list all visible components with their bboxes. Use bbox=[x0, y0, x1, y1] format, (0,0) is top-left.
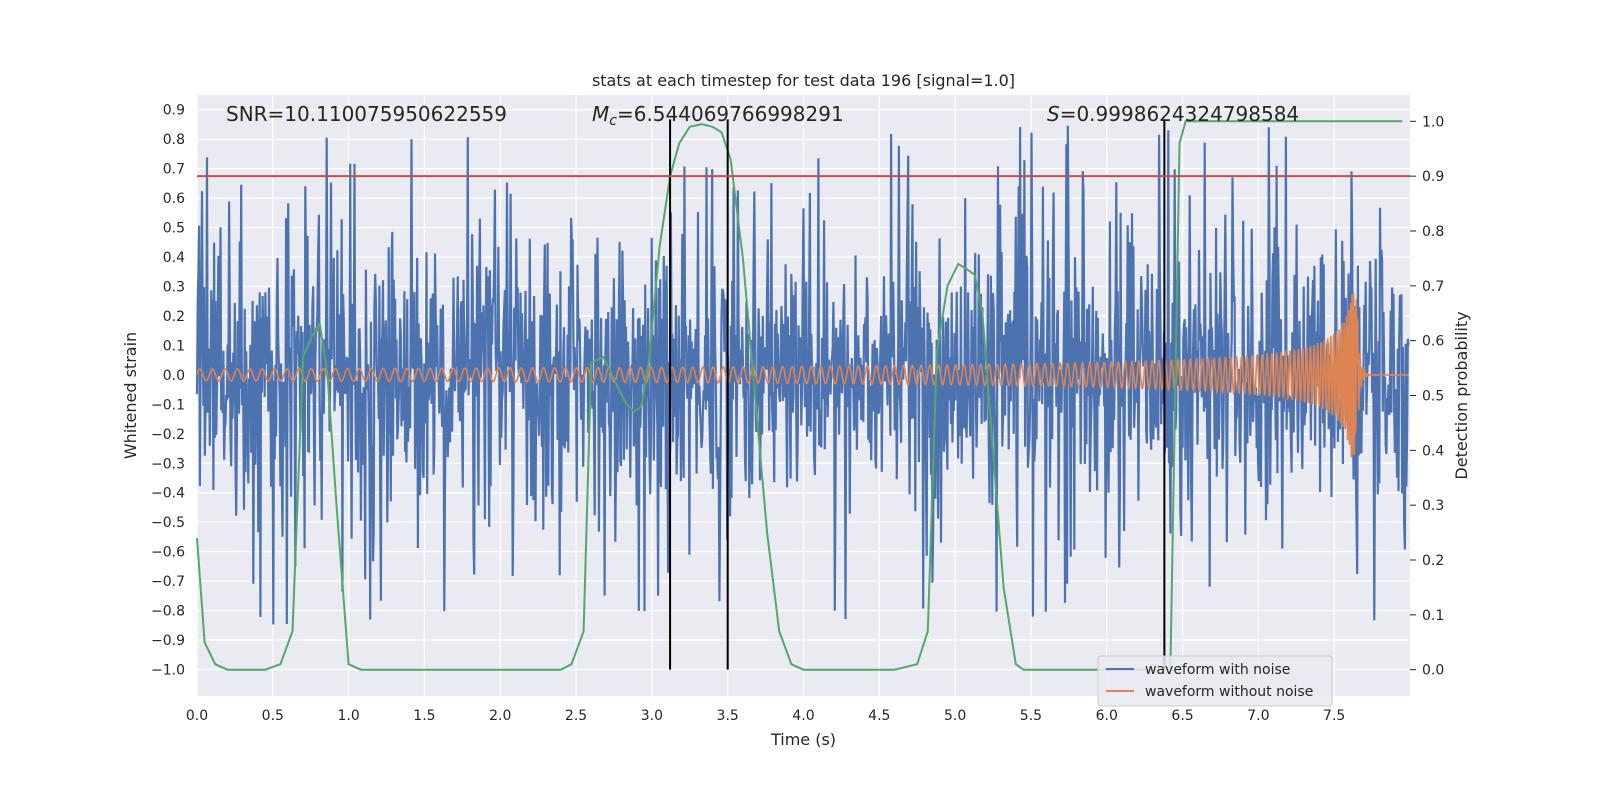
y-tick-label: 0.8 bbox=[163, 132, 185, 148]
probability-line bbox=[196, 120, 1403, 671]
score-symbol: S bbox=[1047, 102, 1060, 126]
x-axis-label: Time (s) bbox=[770, 730, 836, 749]
x-tick-label: 3.5 bbox=[717, 708, 739, 724]
vertical-markers bbox=[669, 119, 1166, 670]
annotations: SNR=10.110075950622559 Mc=6.544069766998… bbox=[226, 102, 1299, 129]
chirp-mass-symbol: M bbox=[592, 102, 609, 126]
y-tick-label: 0.7 bbox=[163, 162, 185, 178]
chirp-waveform-line bbox=[196, 292, 1409, 458]
y2-tick-label: 0.5 bbox=[1422, 389, 1444, 405]
x-tick-label: 2.0 bbox=[489, 708, 511, 724]
y-tick-label: −0.6 bbox=[151, 545, 185, 561]
legend-label: waveform without noise bbox=[1145, 684, 1313, 700]
x-tick-label: 0.5 bbox=[262, 708, 284, 724]
snr-annotation: SNR=10.110075950622559 bbox=[226, 102, 507, 126]
y-tick-label: 0.3 bbox=[163, 279, 185, 295]
waveform-with-noise-series bbox=[195, 125, 1410, 625]
y-tick-label: −0.5 bbox=[151, 515, 185, 531]
y-tick-label: −1.0 bbox=[151, 662, 185, 678]
x-tick-label: 1.5 bbox=[413, 708, 435, 724]
legend-label: waveform with noise bbox=[1145, 662, 1290, 678]
y2-tick-label: 0.6 bbox=[1422, 334, 1444, 350]
y2-tick-label: 0.0 bbox=[1422, 663, 1444, 679]
y-tick-label: 0.9 bbox=[163, 103, 185, 119]
y2-axis-ticks: 1.0 0.9 0.8 0.7 0.6 0.5 0.4 0.3 0.2 0.1 0.0 bbox=[1410, 114, 1444, 679]
detection-probability-series bbox=[196, 120, 1403, 671]
y-tick-label: 0.0 bbox=[163, 368, 185, 384]
x-tick-label: 0.0 bbox=[186, 708, 208, 724]
legend: waveform with noise waveform without nois… bbox=[1097, 655, 1333, 707]
chirp-mass-value: =6.544069766998291 bbox=[617, 102, 844, 126]
y-tick-label: 0.2 bbox=[163, 309, 185, 325]
y-tick-label: −0.9 bbox=[151, 633, 185, 649]
x-tick-label: 5.0 bbox=[944, 708, 966, 724]
noise-waveform-line bbox=[195, 125, 1410, 625]
x-tick-label: 2.5 bbox=[565, 708, 587, 724]
y-tick-label: −0.8 bbox=[151, 604, 185, 620]
y-tick-label: 0.6 bbox=[163, 191, 185, 207]
waveform-without-noise-series bbox=[196, 292, 1409, 458]
x-tick-label: 1.0 bbox=[337, 708, 359, 724]
score-value: =0.9998624324798584 bbox=[1060, 102, 1299, 126]
x-tick-label: 6.0 bbox=[1096, 708, 1118, 724]
y2-tick-label: 1.0 bbox=[1422, 114, 1444, 130]
y2-tick-label: 0.8 bbox=[1422, 224, 1444, 240]
x-tick-label: 7.0 bbox=[1247, 708, 1269, 724]
y2-tick-label: 0.3 bbox=[1422, 498, 1444, 514]
y2-tick-label: 0.7 bbox=[1422, 279, 1444, 295]
y-tick-label: −0.3 bbox=[151, 456, 185, 472]
y-tick-label: −0.2 bbox=[151, 427, 185, 443]
x-tick-label: 4.5 bbox=[868, 708, 890, 724]
y2-tick-label: 0.1 bbox=[1422, 608, 1444, 624]
y-axis-ticks: 0.9 0.8 0.7 0.6 0.5 0.4 0.3 0.2 0.1 0.0 −0.1 −0.2 −0… bbox=[151, 103, 185, 679]
y-tick-label: 0.1 bbox=[163, 338, 185, 354]
y-axis-label: Whitened strain bbox=[121, 332, 140, 459]
y-tick-label: 0.4 bbox=[163, 250, 185, 266]
y2-tick-label: 0.4 bbox=[1422, 443, 1444, 459]
y-tick-label: −0.7 bbox=[151, 574, 185, 590]
x-tick-label: 3.0 bbox=[641, 708, 663, 724]
legend-box bbox=[1097, 655, 1333, 707]
y2-tick-label: 0.9 bbox=[1422, 169, 1444, 185]
y2-axis-label: Detection probability bbox=[1452, 311, 1471, 479]
x-tick-label: 5.5 bbox=[1020, 708, 1042, 724]
y-tick-label: −0.4 bbox=[151, 486, 185, 502]
chirp-mass-subscript: c bbox=[609, 113, 617, 129]
chart-title: stats at each timestep for test data 196… bbox=[592, 71, 1015, 90]
x-tick-label: 6.5 bbox=[1171, 708, 1193, 724]
chirp-mass-annotation: Mc=6.544069766998291 bbox=[592, 102, 844, 129]
y-tick-label: −0.1 bbox=[151, 397, 185, 413]
x-tick-label: 7.5 bbox=[1323, 708, 1345, 724]
y-tick-label: 0.5 bbox=[163, 221, 185, 237]
score-annotation: S=0.9998624324798584 bbox=[1047, 102, 1299, 126]
x-axis-ticks: 0.0 0.5 1.0 1.5 2.0 2.5 3.0 3.5 4.0 4.5 5.0 5.5 6.0 6… bbox=[186, 708, 1345, 724]
y2-tick-label: 0.2 bbox=[1422, 553, 1444, 569]
x-tick-label: 4.0 bbox=[792, 708, 814, 724]
